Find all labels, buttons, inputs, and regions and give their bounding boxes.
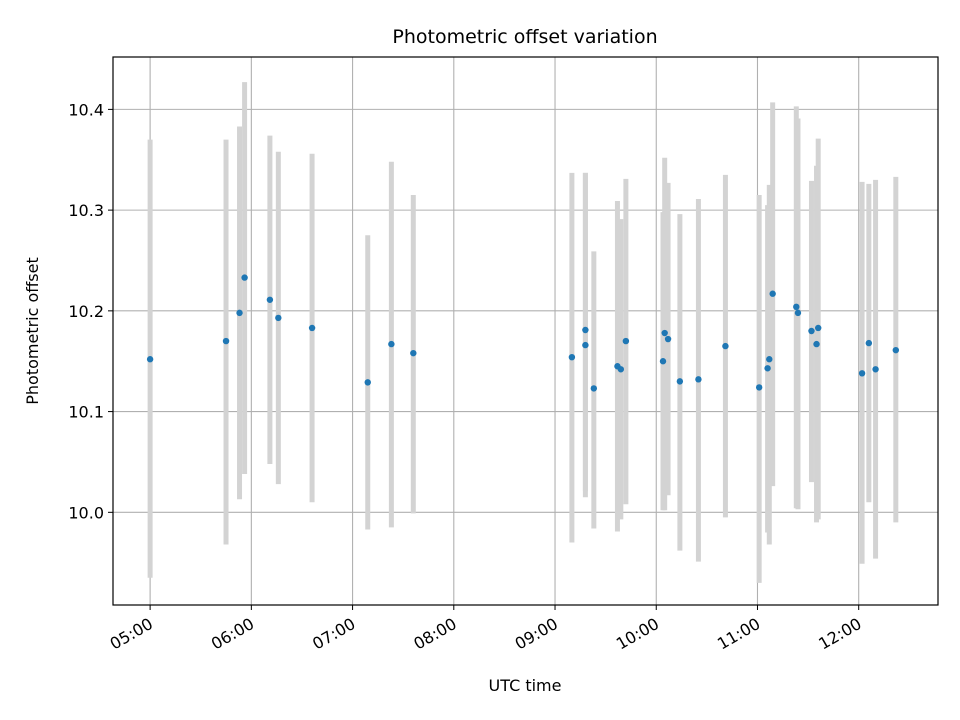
data-point <box>695 376 702 383</box>
data-point <box>813 340 820 348</box>
data-point <box>222 337 230 345</box>
data-point <box>590 385 598 392</box>
data-point <box>582 326 589 334</box>
data-point <box>617 366 625 373</box>
y-axis-label: Photometric offset <box>23 257 42 405</box>
y-tick-label: 10.0 <box>68 503 104 522</box>
data-point <box>388 340 395 348</box>
data-point <box>794 309 802 317</box>
data-point <box>308 324 316 332</box>
y-tick-label: 10.1 <box>68 403 104 422</box>
data-point <box>661 329 668 337</box>
data-point <box>410 349 417 357</box>
data-point <box>676 378 684 385</box>
data-point <box>146 356 154 363</box>
data-point <box>766 356 773 363</box>
data-point <box>808 327 815 335</box>
y-tick-label: 10.3 <box>68 201 104 220</box>
data-point <box>755 384 763 391</box>
data-point <box>722 342 729 350</box>
data-point <box>892 346 900 354</box>
data-point <box>764 365 771 372</box>
data-point <box>793 303 800 311</box>
x-axis-label: UTC time <box>489 676 562 695</box>
data-point <box>582 341 589 349</box>
data-point <box>622 337 630 345</box>
data-point <box>364 379 371 386</box>
data-point <box>236 309 243 317</box>
axes-frame <box>112 56 939 606</box>
point-layer <box>146 274 900 392</box>
y-tick-label: 10.4 <box>68 100 104 119</box>
y-tick-label: 10.2 <box>68 302 104 321</box>
data-point <box>241 274 248 281</box>
data-point <box>664 335 672 343</box>
data-point <box>266 296 274 303</box>
data-point <box>872 366 879 373</box>
grid-layer <box>113 57 938 605</box>
chart-title: Photometric offset variation <box>392 26 657 48</box>
data-point <box>858 370 866 377</box>
data-point <box>769 290 776 297</box>
data-point <box>865 339 873 347</box>
data-point <box>659 358 667 365</box>
data-point <box>815 324 822 332</box>
data-point <box>568 353 576 361</box>
data-point <box>275 314 282 322</box>
